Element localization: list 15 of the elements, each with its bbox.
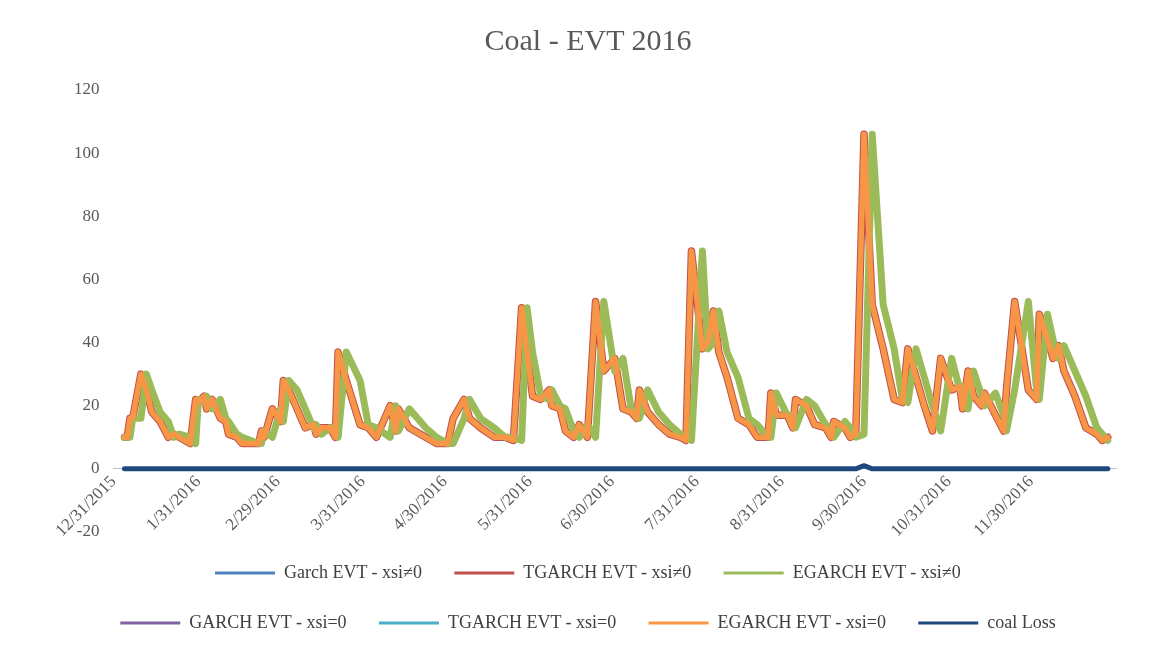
y-tick-label: 120	[74, 79, 100, 99]
legend-label: EGARCH EVT - xsi=0	[717, 611, 886, 632]
legend-label: TGARCH EVT - xsi≠0	[523, 561, 692, 582]
legend-label: GARCH EVT - xsi=0	[189, 611, 347, 632]
legend-label: coal Loss	[987, 611, 1056, 632]
y-tick-label: 60	[82, 268, 100, 288]
legend-label: EGARCH EVT - xsi≠0	[792, 561, 961, 582]
y-tick-label: 20	[82, 395, 100, 415]
legend-label: TGARCH EVT - xsi=0	[447, 611, 617, 632]
legend-label: Garch EVT - xsi≠0	[283, 561, 422, 582]
y-tick-label: 80	[82, 205, 100, 225]
y-tick-label: 0	[91, 458, 100, 478]
chart-title: Coal - EVT 2016	[484, 22, 692, 56]
y-tick-label: 100	[74, 142, 100, 162]
y-tick-label: 40	[82, 332, 100, 352]
